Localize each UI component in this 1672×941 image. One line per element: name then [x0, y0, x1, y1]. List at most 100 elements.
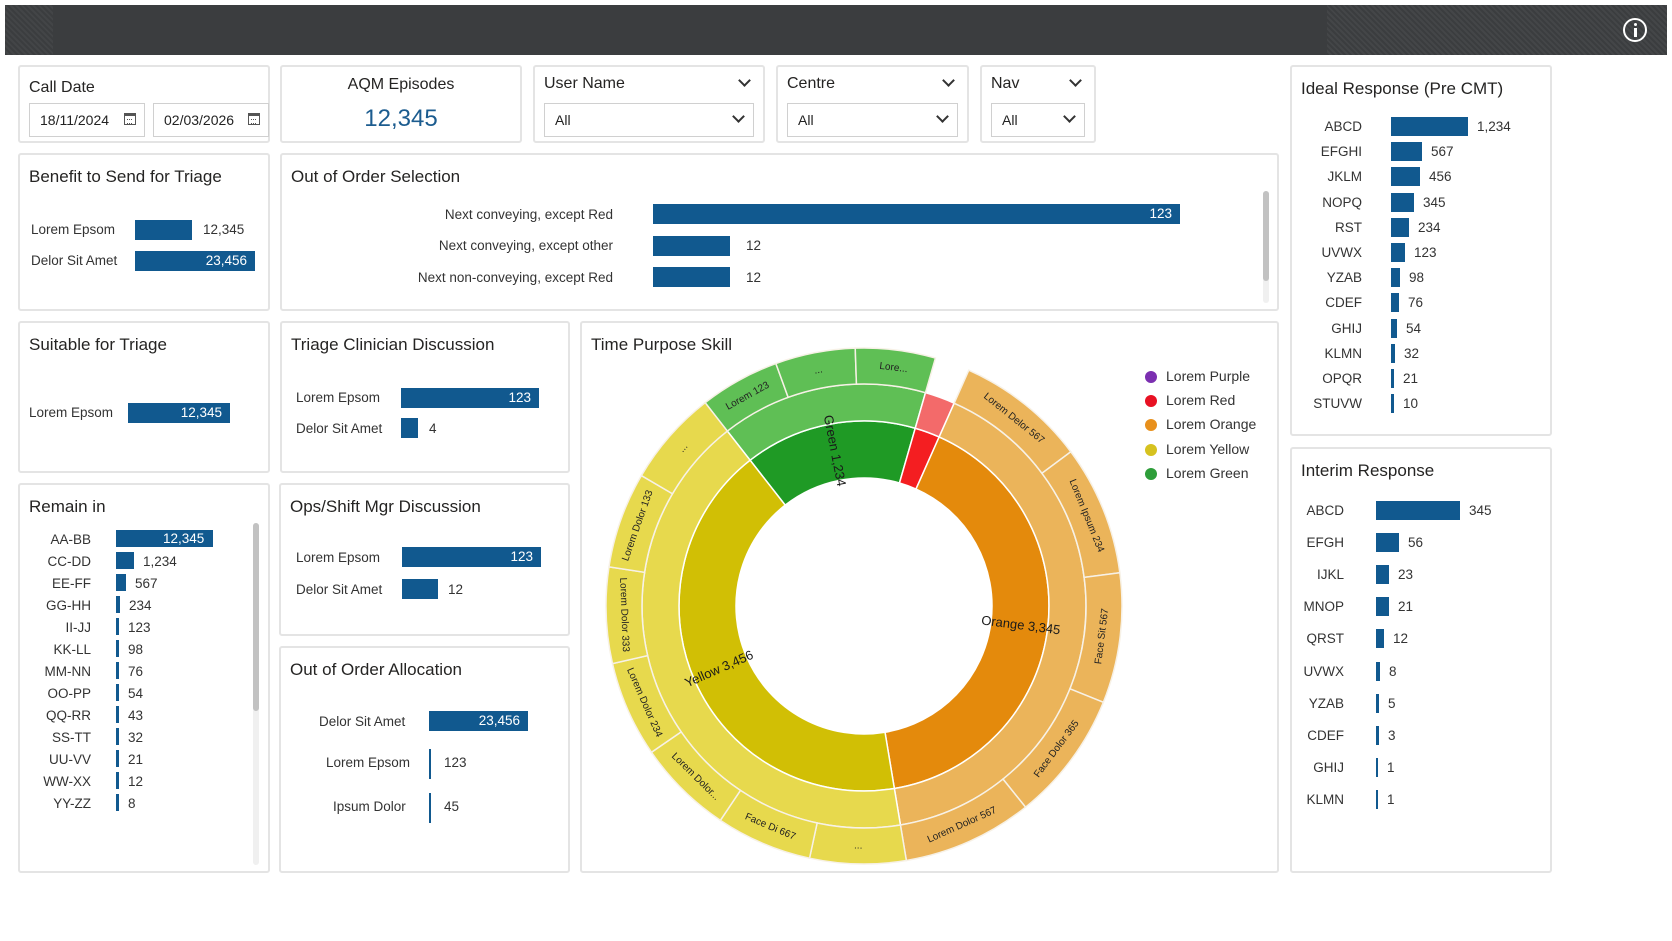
bar-label: Ipsum Dolor: [333, 799, 406, 814]
bar-value: 123: [1414, 245, 1437, 260]
nav-select[interactable]: All: [991, 103, 1085, 137]
bar[interactable]: [116, 618, 119, 635]
chevron-down-icon[interactable]: [942, 74, 955, 87]
out-of-order-selection-card: Out of Order Selection Next conveying, e…: [280, 153, 1279, 311]
bar[interactable]: [116, 640, 119, 657]
user-name-value: All: [555, 112, 571, 128]
bar-label: ABCD: [1306, 503, 1344, 518]
bar[interactable]: [116, 596, 120, 613]
bar[interactable]: [1376, 757, 1378, 777]
bar-label: Next conveying, except other: [438, 238, 613, 253]
bar[interactable]: [1391, 369, 1394, 388]
bar[interactable]: [1376, 533, 1399, 553]
bar[interactable]: 123: [402, 547, 541, 567]
aqm-value: 12,345: [364, 105, 438, 132]
bar[interactable]: [1391, 142, 1422, 162]
bar-value: 12,345: [163, 531, 205, 546]
bar-label: UVWX: [1303, 663, 1345, 679]
chevron-down-icon[interactable]: [936, 110, 949, 123]
bar-value: 32: [128, 730, 144, 745]
calendar-icon[interactable]: [248, 113, 260, 125]
info-icon[interactable]: [1623, 18, 1647, 42]
legend-label: Lorem Purple: [1166, 368, 1251, 384]
bar[interactable]: [135, 220, 192, 240]
bar[interactable]: [116, 530, 213, 547]
calendar-icon[interactable]: [124, 113, 136, 125]
bar-value: 234: [1418, 219, 1441, 235]
bar[interactable]: [402, 579, 438, 599]
bar[interactable]: [1376, 501, 1460, 520]
bar-value: 1,234: [143, 554, 177, 569]
bar[interactable]: [1391, 167, 1420, 187]
bar-label: EFGH: [1306, 535, 1344, 551]
chevron-down-icon[interactable]: [1069, 74, 1082, 87]
centre-label: Centre: [787, 75, 836, 92]
bar[interactable]: [116, 706, 119, 723]
bar[interactable]: [1391, 268, 1400, 288]
bar[interactable]: [1391, 217, 1409, 237]
bar[interactable]: [116, 574, 126, 591]
bar-label: QQ-RR: [46, 708, 91, 723]
bar-value: 12,345: [180, 405, 222, 420]
centre-select[interactable]: All: [787, 103, 958, 137]
bar[interactable]: [429, 749, 431, 779]
bar[interactable]: [1391, 318, 1397, 338]
bar[interactable]: [116, 728, 119, 745]
bar-value: 1,234: [1477, 119, 1511, 134]
chevron-down-icon[interactable]: [1063, 110, 1076, 123]
bar[interactable]: [1376, 693, 1379, 713]
bar[interactable]: [1376, 661, 1380, 681]
bar-label: OO-PP: [47, 686, 91, 701]
bar[interactable]: 123: [401, 388, 539, 408]
bar-value: 123: [508, 390, 531, 405]
bar[interactable]: 12,345: [128, 403, 230, 423]
bar-value: 567: [135, 576, 158, 591]
bar-label: Lorem Epsom: [31, 222, 116, 237]
bar[interactable]: [116, 794, 119, 811]
bar[interactable]: [116, 552, 134, 569]
bar[interactable]: 23,456: [135, 251, 255, 271]
sunburst-outer-segment[interactable]: [640, 401, 729, 495]
scrollbar[interactable]: [1263, 191, 1269, 303]
bar[interactable]: [653, 236, 730, 256]
bar[interactable]: [401, 418, 418, 438]
sunburst-outer-segment[interactable]: [854, 347, 937, 394]
bar[interactable]: [1376, 597, 1389, 617]
legend-label: Lorem Green: [1166, 464, 1249, 481]
bar[interactable]: [1391, 192, 1414, 212]
bar[interactable]: [429, 793, 431, 823]
bar[interactable]: [653, 267, 730, 287]
ideal-response-card: Ideal Response (Pre CMT) ABCD 1,234 EFGHI 5…: [1290, 65, 1552, 436]
bar[interactable]: 23,456: [429, 711, 528, 731]
bar-value: 8: [128, 796, 136, 811]
interim-response-card: Interim Response ABCD 345 EFGH 56 IJKL 23 MNOP…: [1290, 447, 1552, 873]
bar-label: SS-TT: [52, 730, 91, 745]
bar[interactable]: [1391, 343, 1395, 363]
chevron-down-icon[interactable]: [738, 74, 751, 87]
bar[interactable]: 123: [653, 204, 1180, 224]
bar[interactable]: [1391, 117, 1468, 136]
date-to-input[interactable]: 02/03/2026: [153, 103, 269, 137]
sunburst-chart[interactable]: Lorem 123... Lore...Lorem Delor 567Lorem …: [600, 340, 1130, 865]
bar-value: 123: [510, 549, 533, 564]
bar-value: 12: [1393, 631, 1409, 647]
bar[interactable]: [1376, 725, 1379, 745]
bar[interactable]: [1391, 243, 1405, 262]
bar[interactable]: [116, 772, 119, 789]
chevron-down-icon[interactable]: [732, 110, 745, 123]
bar[interactable]: [1391, 293, 1399, 313]
bar-value: 567: [1431, 144, 1454, 160]
date-from-input[interactable]: 18/11/2024: [29, 103, 145, 137]
user-name-select[interactable]: All: [544, 103, 754, 137]
bar[interactable]: [1376, 629, 1384, 649]
bar[interactable]: [1391, 394, 1394, 414]
bar-label: UVWX: [1321, 245, 1363, 260]
bar[interactable]: [116, 684, 119, 701]
bar-label: EE-FF: [52, 576, 91, 591]
bar-label: CDEF: [1307, 727, 1344, 743]
scrollbar[interactable]: [253, 523, 259, 865]
bar[interactable]: [1376, 789, 1378, 809]
bar[interactable]: [116, 750, 119, 767]
bar[interactable]: [116, 662, 119, 679]
bar[interactable]: [1376, 565, 1389, 585]
